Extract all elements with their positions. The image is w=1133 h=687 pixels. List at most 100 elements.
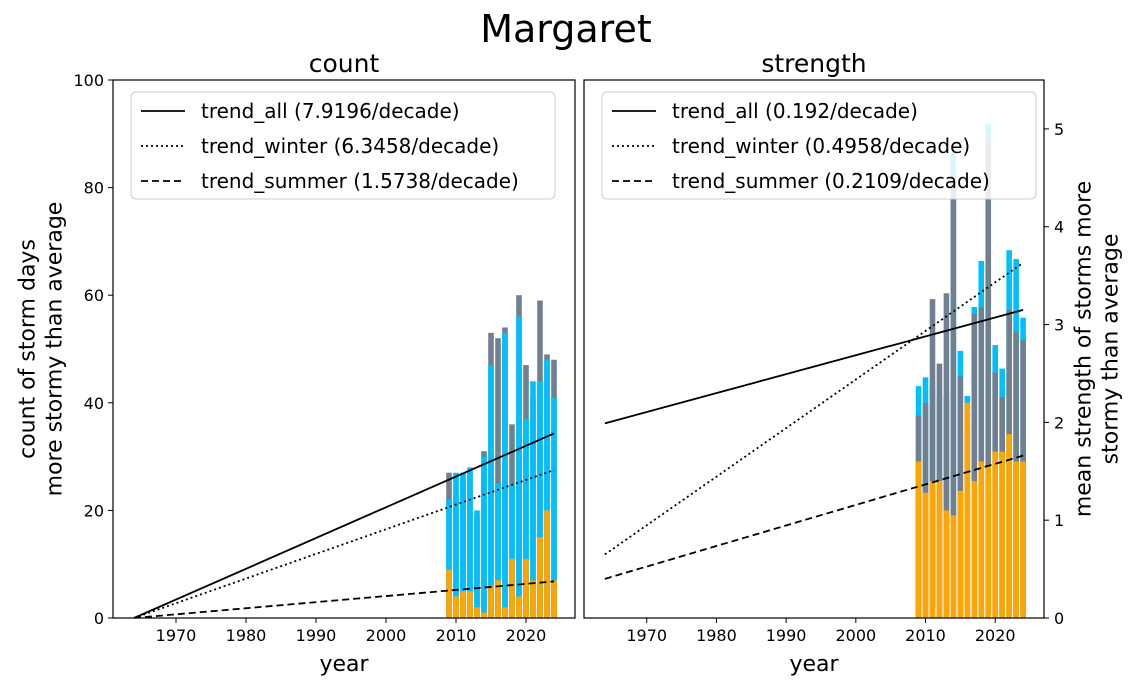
bar-2011-s2 xyxy=(929,481,936,618)
bar-2023-s2 xyxy=(1013,461,1019,618)
bar-2024-s2 xyxy=(1020,461,1026,618)
y-tick-label: 20 xyxy=(84,501,104,520)
y-tick-label: 1 xyxy=(1054,511,1064,530)
legend: trend_all (7.9196/decade) trend_winter (6… xyxy=(130,91,556,200)
bar-2013-s2 xyxy=(943,510,950,618)
bar-2011-s1 xyxy=(460,472,466,618)
x-tick-label: 1980 xyxy=(226,626,267,645)
y-tick-label: 2 xyxy=(1054,413,1064,432)
trend-line-dotted xyxy=(133,469,555,618)
bar-2024-s2 xyxy=(551,580,557,618)
bar-2019-s2 xyxy=(985,466,992,618)
bar-group xyxy=(604,124,1026,618)
bar-2023-s1 xyxy=(544,359,550,618)
bar-2012-s2 xyxy=(936,481,943,618)
y-tick-label: 0 xyxy=(1054,609,1064,628)
plot-frame xyxy=(112,79,576,619)
bar-2015-s2 xyxy=(957,490,964,618)
legend-box xyxy=(130,91,556,200)
bar-2022-s2 xyxy=(1006,434,1012,618)
trend-line-dashed xyxy=(604,454,1024,580)
bar-2009-s2 xyxy=(446,569,452,618)
bar-2024-s1 xyxy=(551,397,557,618)
legend: trend_all (0.192/decade) trend_winter (0.… xyxy=(601,91,1037,200)
bar-2010-s2 xyxy=(453,596,459,618)
y-tick-label: 60 xyxy=(84,286,104,305)
bar-2010-s1 xyxy=(453,472,459,618)
bar-2014-s2 xyxy=(481,612,487,618)
x-tick-label: 2010 xyxy=(905,626,946,645)
bar-2015-s1 xyxy=(488,365,494,618)
legend-label-solid: trend_all (0.192/decade) xyxy=(672,99,918,123)
bar-2019-s2 xyxy=(516,596,522,618)
legend-label-dotted: trend_winter (6.3458/decade) xyxy=(201,134,499,158)
bar-2022-s1 xyxy=(537,381,543,618)
bar-2011-s2 xyxy=(460,591,466,618)
trend-line-dashed xyxy=(133,580,555,618)
bar-2020-s1 xyxy=(523,418,529,618)
panel-title: count xyxy=(309,49,380,78)
x-axis-label: year xyxy=(789,652,839,677)
legend-box xyxy=(601,91,1037,200)
bar-2015-s2 xyxy=(488,585,494,618)
bar-2014-s1 xyxy=(950,175,957,618)
y-tick-label: 100 xyxy=(73,71,104,90)
legend-label-dashed: trend_summer (1.5738/decade) xyxy=(201,169,519,193)
x-tick-label: 2020 xyxy=(975,626,1016,645)
y-axis-label: count of storm daysmore stormy than aver… xyxy=(16,202,68,497)
strength-panel: 1970 1980 1990 2000 2010 2020 0 1 2 3 4 5 strength ye… xyxy=(583,49,1124,677)
x-tick-label: 1990 xyxy=(766,626,807,645)
y-axis-label: mean strength of storms morestormy than … xyxy=(1072,181,1124,517)
bar-2013-s2 xyxy=(474,607,480,618)
bar-2018-s2 xyxy=(509,558,515,618)
bar-2017-s1 xyxy=(971,313,978,618)
x-tick-label: 2010 xyxy=(436,626,477,645)
bar-group xyxy=(133,295,557,618)
x-tick-label: 1980 xyxy=(696,626,737,645)
bar-2017-s2 xyxy=(502,607,508,618)
bar-2020-s2 xyxy=(992,451,998,618)
y-tick-label: 40 xyxy=(84,394,104,413)
legend-label-solid: trend_all (7.9196/decade) xyxy=(201,99,460,123)
x-tick-label: 2020 xyxy=(506,626,547,645)
bar-2017-s1 xyxy=(502,332,508,618)
bar-2012-s2 xyxy=(467,591,473,618)
bar-2019-s1 xyxy=(516,316,522,618)
bar-2016-s1 xyxy=(495,483,501,618)
legend-label-dotted: trend_winter (0.4958/decade) xyxy=(672,134,970,158)
count-panel: 1970 1980 1990 2000 2010 2020 0 20 40 60 80 100 coun… xyxy=(16,49,576,677)
bar-2013-s1 xyxy=(943,293,950,618)
figure-title: Margaret xyxy=(480,7,652,51)
bar-2022-s2 xyxy=(537,537,543,618)
panel-title: strength xyxy=(761,49,866,78)
trend-line-solid xyxy=(133,432,555,618)
bar-2016-s0 xyxy=(495,338,501,618)
x-tick-label: 1990 xyxy=(296,626,337,645)
bar-2010-s2 xyxy=(922,492,929,618)
bar-2021-s1 xyxy=(530,381,536,618)
trend-line-solid xyxy=(604,309,1024,425)
y-tick-label: 3 xyxy=(1054,316,1064,335)
bar-2014-s1 xyxy=(481,456,487,618)
bar-2021-s2 xyxy=(999,451,1005,618)
y-tick-label: 0 xyxy=(94,609,104,628)
bar-2011-s1 xyxy=(929,299,936,618)
bar-2014-s2 xyxy=(950,515,957,618)
bar-2018-s2 xyxy=(978,461,985,618)
bar-2021-s2 xyxy=(530,580,536,618)
bar-2016-s2 xyxy=(495,580,501,618)
bar-2013-s1 xyxy=(474,510,480,618)
bar-2012-s1 xyxy=(467,467,473,618)
y-tick-label: 4 xyxy=(1054,218,1064,237)
x-tick-label: 1970 xyxy=(626,626,667,645)
bar-2009-s1 xyxy=(446,499,452,618)
bar-2019-s1 xyxy=(985,139,992,618)
x-tick-label: 1970 xyxy=(156,626,197,645)
bar-2009-s2 xyxy=(915,461,922,618)
y-tick-label: 80 xyxy=(84,179,104,198)
x-tick-label: 2000 xyxy=(835,626,876,645)
x-axis-label: year xyxy=(319,652,369,677)
legend-label-dashed: trend_summer (0.2109/decade) xyxy=(672,169,990,193)
plot-frame xyxy=(583,79,1045,619)
